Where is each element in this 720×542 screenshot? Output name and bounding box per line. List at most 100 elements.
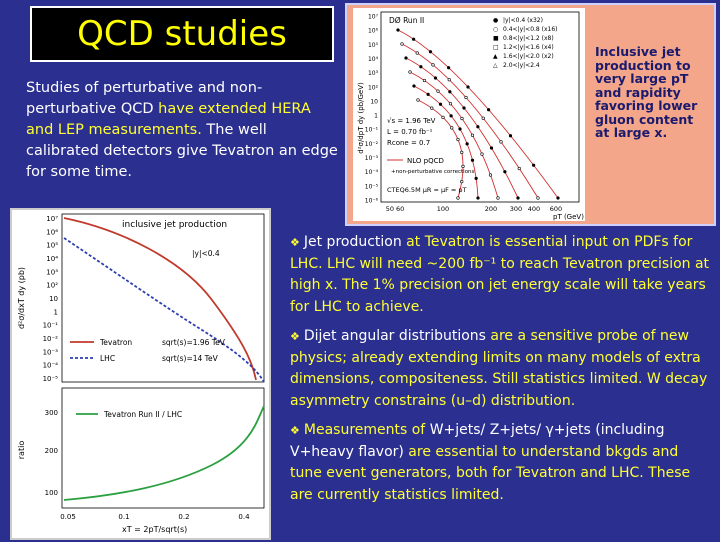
fig1-data-point: [516, 196, 520, 200]
fig1-data-point: [460, 179, 464, 184]
fig1-data-point: [438, 102, 443, 106]
fig1-ytick-label: 10⁻⁴: [365, 169, 379, 176]
fig2-xtick-label: 0.4: [238, 513, 250, 521]
fig1-data-point: [470, 158, 475, 162]
fig1-data-point: [447, 66, 451, 70]
intro-text: Studies of perturbative and non-perturba…: [26, 78, 338, 183]
fig1-ytick-label: 10³: [368, 70, 379, 77]
fig1-data-point: [503, 170, 507, 174]
fig1-data-point: [426, 92, 430, 96]
diamond-bullet-icon: ❖: [290, 236, 300, 249]
fig2-ytick-top-label: 10⁻⁴: [43, 362, 59, 370]
fig1-data-point: [450, 126, 454, 130]
fig1-data-point: [462, 106, 466, 110]
bullet-2-body: are a sensitive probe of new physics; al…: [290, 328, 708, 409]
fig1-legend-label: |y|<0.4 (x32): [503, 17, 543, 24]
fig1-data-point: [422, 78, 427, 83]
fig2-ytick-top-label: 10²: [46, 282, 58, 290]
fig2-xtick-label: 0.05: [60, 513, 76, 521]
fig1-data-point: [447, 78, 451, 82]
fig2-plot: d²σ/dxT dy (pb) ratio inclusive jet prod…: [10, 208, 271, 540]
bullet-1-body: at Tevatron is essential input on PDFs f…: [290, 234, 710, 315]
fig2-ytick-top-label: 10⁵: [46, 242, 58, 250]
fig1-info-lumi: L = 0.70 fb⁻¹: [387, 128, 433, 136]
bullet-jet-production: ❖ Jet production at Tevatron is essential…: [290, 232, 714, 318]
fig1-xtick-label: 100: [437, 205, 449, 213]
fig2-ytick-top-label: 10⁻¹: [43, 322, 59, 330]
intro-part3: The well calibrated detectors give Tevat…: [26, 122, 338, 180]
fig1-xtick-label: 600: [550, 205, 562, 213]
fig1-xtick-label: 50 60: [386, 205, 405, 213]
fig1-nlo: NLO pQCD: [407, 157, 444, 165]
fig1-ytick-label: 10⁻⁵: [365, 183, 379, 190]
fig1-data-point: [436, 89, 440, 93]
fig1-xticks: 50 60 100 200 300 400 600: [386, 205, 563, 213]
fig1-data-point: [476, 125, 480, 129]
fig1-data-point: [481, 116, 485, 120]
fig1-data-point: [461, 164, 465, 168]
fig1-data-point: [499, 140, 503, 144]
fig1-legend-marker: ■: [493, 35, 499, 42]
fig2-ytick-top-label: 10⁻³: [43, 348, 59, 356]
fig1-ytick-label: 10²: [368, 84, 379, 91]
fig1-data-point: [464, 95, 468, 100]
fig1-data-point: [412, 37, 416, 41]
fig1-svg: d²σ/dpT dy (pb/GeV) 10⁷10⁶10⁵10⁴10³10²10…: [357, 11, 584, 221]
fig1-data-point: [508, 134, 513, 138]
fig2-rapidity: |y|<0.4: [192, 249, 220, 258]
bullet-2-head: Dijet angular distributions: [303, 328, 486, 344]
fig1-data-point: [416, 98, 420, 102]
fig1-ytick-label: 10⁻²: [365, 141, 379, 148]
title-box: QCD studies: [30, 6, 334, 62]
bullet-1-head: Jet production: [303, 234, 402, 250]
fig2-lhc-curve: [63, 237, 265, 383]
fig1-data-point: [419, 65, 423, 69]
fig1-ytick-label: 10⁷: [368, 14, 379, 21]
fig2-ylabel-top: d²σ/dxT dy (pb): [17, 267, 26, 329]
fig1-xtick-label: 300: [510, 205, 522, 213]
fig2-legend-lhc-energy: sqrt(s)=14 TeV: [162, 354, 219, 363]
bullet-3-head: W+jets/ Z+jets/ γ+jets (including V+heav…: [290, 422, 665, 460]
fig1-xlabel: pT (GeV): [553, 213, 584, 221]
fig1-data-point: [532, 163, 536, 167]
page-title: QCD studies: [77, 14, 287, 54]
fig1-data-point: [466, 85, 470, 89]
fig1-data-point: [489, 146, 494, 150]
fig1-theory-curve: [417, 99, 464, 199]
fig1-data-point: [456, 196, 460, 200]
bullet-dijet: ❖ Dijet angular distributions are a sensi…: [290, 326, 714, 412]
fig1-data-point: [474, 176, 478, 180]
fig1-data-point: [400, 42, 404, 46]
fig2-xtick-label: 0.1: [118, 513, 129, 521]
fig1-data-point: [456, 137, 460, 142]
diamond-bullet-icon: ❖: [290, 330, 300, 343]
fig2-ratio-legend: Tevatron Run II / LHC: [103, 410, 182, 419]
fig1-ytick-label: 10⁶: [368, 28, 379, 35]
fig1-info-sqrts: √s = 1.96 TeV: [387, 117, 436, 125]
fig1-xtick-label: 200: [485, 205, 497, 213]
fig2-legend-tev-name: Tevatron: [99, 338, 132, 347]
bullet-wjets: ❖ Measurements of W+jets/ Z+jets/ γ+jets …: [290, 420, 714, 506]
fig2-ytick-top-label: 10⁷: [46, 215, 58, 223]
fig1-data-point: [488, 173, 493, 177]
fig2-ytick-bottom-label: 100: [45, 489, 58, 497]
fig1-data-point: [448, 102, 453, 106]
fig2-ratio-curve: [63, 405, 265, 501]
fig1-data-point: [433, 76, 438, 80]
fig1-legend-marker: ○: [493, 26, 498, 33]
fig1-data-point: [480, 152, 484, 156]
diamond-bullet-icon: ❖: [290, 424, 300, 437]
fig1-legend: ● |y|<0.4 (x32) ○ 0.4<|y|<0.8 (x16) ■ 0.8<|y|…: [493, 17, 558, 69]
fig1-data-point: [412, 84, 416, 88]
fig1-legend-label: 0.4<|y|<0.8 (x16): [503, 26, 558, 33]
fig1-info-rcone: Rcone = 0.7: [387, 139, 430, 147]
fig1-data-point: [460, 116, 464, 121]
fig1-data-point: [536, 196, 540, 200]
bullet-list: ❖ Jet production at Tevatron is essential…: [290, 232, 714, 514]
fig2-ytick-bottom-label: 300: [45, 409, 58, 417]
fig2-title: inclusive jet production: [122, 220, 227, 230]
fig1-data-point: [487, 108, 491, 112]
fig2-ytick-top-label: 10⁶: [46, 228, 58, 236]
fig1-data-point: [396, 28, 400, 32]
fig2-legend-tev-energy: sqrt(s)=1.96 TeV: [162, 338, 226, 347]
